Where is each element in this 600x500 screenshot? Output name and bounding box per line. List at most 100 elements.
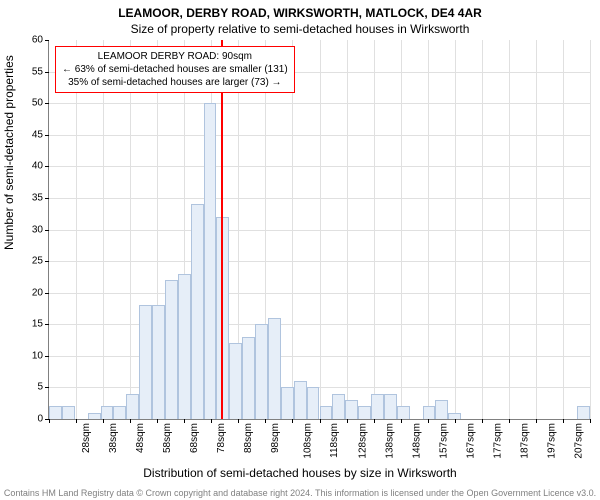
x-tick-label: 58sqm (160, 423, 173, 453)
grid-line-v (536, 40, 537, 419)
histogram-bar (139, 305, 152, 419)
histogram-bar (165, 280, 178, 419)
y-tick-mark (45, 230, 49, 231)
annotation-line: ← 63% of semi-detached houses are smalle… (62, 63, 288, 76)
x-tick-mark (265, 419, 266, 423)
x-tick-mark (563, 419, 564, 423)
histogram-bar (397, 406, 410, 419)
histogram-bar (281, 387, 294, 419)
histogram-bar (152, 305, 165, 419)
grid-line-v (292, 40, 293, 419)
grid-line-v (563, 40, 564, 419)
y-tick-mark (45, 293, 49, 294)
x-tick-mark (347, 419, 348, 423)
x-tick-label: 38sqm (106, 423, 119, 453)
histogram-bar (268, 318, 281, 419)
grid-line-v (590, 40, 591, 419)
y-tick-mark (45, 198, 49, 199)
histogram-bar (448, 413, 461, 419)
x-tick-label: 197sqm (544, 423, 557, 459)
grid-line-v (374, 40, 375, 419)
grid-line-v (428, 40, 429, 419)
x-tick-mark (292, 419, 293, 423)
y-tick-mark (45, 72, 49, 73)
x-tick-label: 148sqm (409, 423, 422, 459)
x-tick-mark (482, 419, 483, 423)
grid-line-v (509, 40, 510, 419)
histogram-bar (178, 274, 191, 419)
x-tick-label: 177sqm (490, 423, 503, 459)
histogram-bar (423, 406, 436, 419)
x-tick-mark (184, 419, 185, 423)
x-tick-mark (401, 419, 402, 423)
annotation-line: 35% of semi-detached houses are larger (… (62, 76, 288, 89)
chart-title-1: LEAMOOR, DERBY ROAD, WIRKSWORTH, MATLOCK… (0, 6, 600, 20)
y-tick-mark (45, 135, 49, 136)
marker-line (221, 40, 223, 419)
histogram-bar (62, 406, 75, 419)
x-tick-mark (455, 419, 456, 423)
grid-line-v (103, 40, 104, 419)
histogram-bar (204, 103, 217, 419)
histogram-bar (332, 394, 345, 419)
grid-line-v (76, 40, 77, 419)
y-tick-mark (45, 103, 49, 104)
histogram-bar (126, 394, 139, 419)
plot-area: 05101520253035404550556028sqm38sqm48sqm5… (48, 40, 590, 420)
x-tick-label: 128sqm (355, 423, 368, 459)
x-tick-label: 88sqm (241, 423, 254, 453)
x-tick-mark (238, 419, 239, 423)
histogram-bar (88, 413, 101, 419)
y-tick-mark (45, 166, 49, 167)
y-tick-mark (45, 261, 49, 262)
y-tick-mark (45, 324, 49, 325)
histogram-bar (345, 400, 358, 419)
x-tick-label: 108sqm (301, 423, 314, 459)
histogram-bar (435, 400, 448, 419)
x-tick-label: 167sqm (463, 423, 476, 459)
histogram-bar (320, 406, 333, 419)
x-tick-mark (374, 419, 375, 423)
x-tick-label: 78sqm (214, 423, 227, 453)
histogram-bar (229, 343, 242, 419)
x-tick-label: 118sqm (327, 423, 340, 458)
histogram-bar (113, 406, 126, 419)
histogram-bar (384, 394, 397, 419)
x-tick-label: 48sqm (133, 423, 146, 453)
grid-line-v (347, 40, 348, 419)
x-tick-label: 68sqm (187, 423, 200, 453)
x-tick-mark (509, 419, 510, 423)
x-tick-label: 187sqm (517, 423, 530, 459)
y-tick-mark (45, 356, 49, 357)
grid-line-v (130, 40, 131, 419)
x-tick-mark (76, 419, 77, 423)
footer-text: Contains HM Land Registry data © Crown c… (0, 488, 600, 498)
x-tick-label: 207sqm (571, 423, 584, 459)
histogram-bar (191, 204, 204, 419)
y-tick-mark (45, 387, 49, 388)
x-tick-mark (130, 419, 131, 423)
y-tick-mark (45, 40, 49, 41)
x-tick-label: 138sqm (382, 423, 395, 459)
x-tick-label: 157sqm (436, 423, 449, 459)
x-tick-mark (157, 419, 158, 423)
annotation-line: LEAMOOR DERBY ROAD: 90sqm (62, 50, 288, 63)
x-tick-mark (49, 419, 50, 423)
histogram-bar (294, 381, 307, 419)
histogram-bar (242, 337, 255, 419)
x-axis-label: Distribution of semi-detached houses by … (0, 466, 600, 480)
x-tick-mark (211, 419, 212, 423)
x-tick-label: 28sqm (79, 423, 92, 453)
chart-title-2: Size of property relative to semi-detach… (0, 22, 600, 36)
grid-line-v (401, 40, 402, 419)
x-tick-mark (428, 419, 429, 423)
histogram-bar (49, 406, 62, 419)
x-tick-mark (320, 419, 321, 423)
y-axis-label: Number of semi-detached properties (2, 55, 16, 250)
x-tick-mark (536, 419, 537, 423)
histogram-bar (358, 406, 371, 419)
histogram-bar (371, 394, 384, 419)
histogram-bar (577, 406, 590, 419)
x-tick-label: 98sqm (268, 423, 281, 453)
histogram-bar (307, 387, 320, 419)
